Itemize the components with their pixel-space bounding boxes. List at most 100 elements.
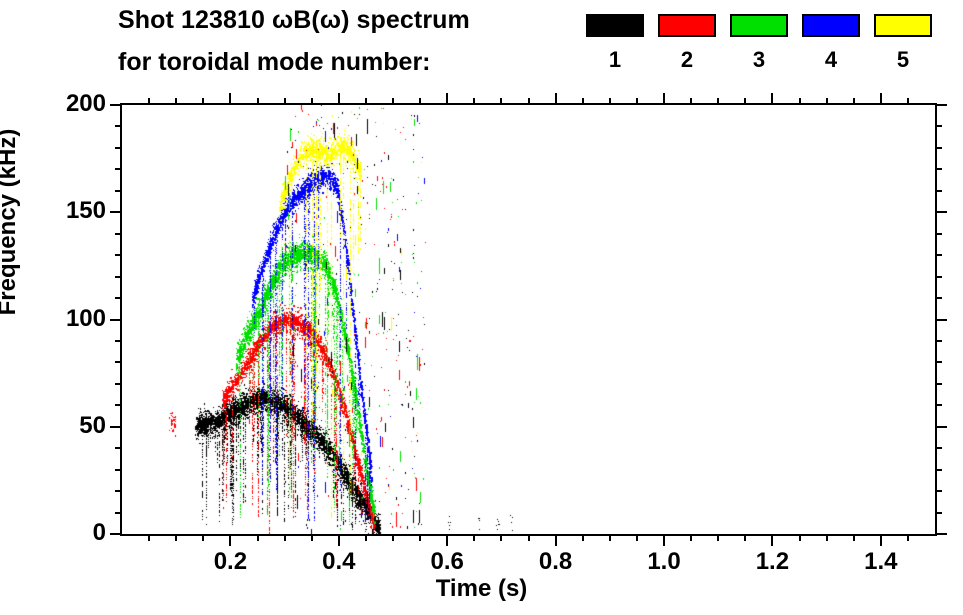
x-tick-minor-top — [256, 98, 259, 105]
x-tick-minor — [717, 534, 720, 541]
y-tick-label: 100 — [65, 304, 106, 332]
x-tick-minor-top — [744, 98, 747, 105]
x-tick-minor-top — [392, 98, 394, 105]
x-tick-minor — [310, 534, 313, 541]
x-tick-minor-top — [310, 98, 313, 105]
chart-subtitle: for toroidal mode number: — [118, 48, 431, 76]
x-tick-minor-top — [717, 98, 720, 105]
y-tick-major-right — [935, 318, 947, 321]
x-tick-major-top — [879, 93, 882, 105]
y-tick-minor-right — [935, 490, 942, 493]
x-tick-minor — [364, 534, 367, 541]
x-tick-minor-top — [581, 98, 584, 105]
x-tick-minor — [852, 534, 855, 541]
x-tick-minor — [798, 534, 801, 541]
y-tick-minor — [115, 232, 122, 235]
x-tick-minor-top — [148, 98, 151, 105]
y-tick-major-right — [935, 211, 947, 214]
y-tick-label: 50 — [79, 411, 106, 439]
y-tick-minor — [115, 125, 122, 128]
y-tick-major — [110, 104, 122, 106]
y-tick-minor-right — [935, 275, 942, 278]
x-tick-label: 0.4 — [322, 548, 356, 575]
y-tick-major — [110, 318, 122, 321]
x-tick-label: 0.2 — [213, 548, 248, 575]
x-tick-major — [879, 534, 882, 546]
x-tick-minor — [256, 534, 259, 541]
x-tick-minor-top — [500, 98, 503, 105]
x-tick-minor — [500, 534, 503, 541]
x-tick-major-top — [554, 93, 557, 105]
x-tick-minor-top — [527, 98, 530, 105]
legend-label-5: 5 — [896, 47, 910, 72]
legend-swatch-2 — [658, 14, 716, 37]
y-tick-minor — [115, 382, 122, 385]
x-tick-major-top — [229, 93, 232, 105]
y-tick-minor — [115, 189, 122, 192]
x-tick-major — [663, 534, 665, 546]
legend: 1 2 3 4 5 — [586, 14, 936, 90]
x-tick-minor — [906, 534, 909, 541]
x-tick-major — [337, 534, 340, 546]
legend-label-4: 4 — [824, 47, 838, 72]
x-tick-minor-top — [419, 98, 422, 105]
x-tick-label: 1.0 — [647, 548, 681, 575]
y-tick-major-right — [935, 425, 947, 428]
x-tick-minor — [581, 534, 584, 541]
y-tick-minor — [115, 254, 122, 257]
y-tick-minor — [115, 168, 122, 171]
x-tick-label: 1.2 — [755, 548, 790, 575]
y-tick-minor — [115, 468, 122, 471]
x-tick-major-top — [771, 93, 774, 105]
y-tick-minor — [115, 297, 122, 300]
y-tick-minor-right — [935, 361, 942, 364]
x-tick-major-top — [337, 93, 340, 105]
x-tick-minor-top — [635, 98, 638, 105]
x-tick-minor-top — [473, 98, 476, 105]
x-tick-minor-top — [852, 98, 855, 105]
legend-swatch-4 — [802, 14, 860, 37]
x-tick-minor-top — [906, 98, 909, 105]
x-tick-minor — [202, 534, 205, 541]
x-tick-minor-top — [175, 98, 178, 105]
y-tick-minor-right — [935, 339, 942, 342]
spectrogram-canvas-wrap — [122, 105, 935, 534]
legend-swatch-1 — [586, 14, 644, 37]
x-tick-minor — [175, 534, 178, 541]
x-tick-major — [554, 534, 557, 546]
chart-title: Shot 123810 ωB(ω) spectrum — [118, 6, 470, 34]
y-tick-label: 200 — [65, 90, 106, 117]
x-axis-title: Time (s) — [435, 575, 528, 602]
y-tick-minor-right — [935, 125, 942, 128]
y-tick-major-right — [935, 533, 947, 535]
x-tick-minor — [148, 534, 151, 541]
x-tick-minor — [392, 534, 394, 541]
legend-item-5: 5 — [874, 14, 932, 72]
y-tick-label: 150 — [65, 197, 106, 225]
y-tick-minor — [115, 511, 122, 514]
x-tick-minor — [635, 534, 638, 541]
x-tick-minor — [473, 534, 476, 541]
x-tick-minor — [690, 534, 693, 541]
y-tick-minor — [115, 146, 122, 149]
legend-label-3: 3 — [752, 47, 766, 72]
x-tick-major-top — [663, 93, 665, 105]
x-tick-major — [229, 534, 232, 546]
legend-label-1: 1 — [608, 47, 622, 72]
x-tick-major-top — [446, 93, 449, 105]
y-tick-minor — [115, 404, 122, 407]
y-tick-minor — [115, 490, 122, 493]
x-tick-minor — [419, 534, 422, 541]
x-tick-minor-top — [364, 98, 367, 105]
legend-item-1: 1 — [586, 14, 644, 72]
x-tick-minor-top — [798, 98, 801, 105]
y-tick-minor-right — [935, 404, 942, 407]
y-tick-minor-right — [935, 189, 942, 192]
legend-item-2: 2 — [658, 14, 716, 72]
x-tick-minor — [608, 534, 611, 541]
y-tick-major-right — [935, 104, 947, 106]
y-tick-major — [110, 211, 122, 214]
x-tick-minor — [283, 534, 286, 541]
x-tick-minor — [744, 534, 747, 541]
